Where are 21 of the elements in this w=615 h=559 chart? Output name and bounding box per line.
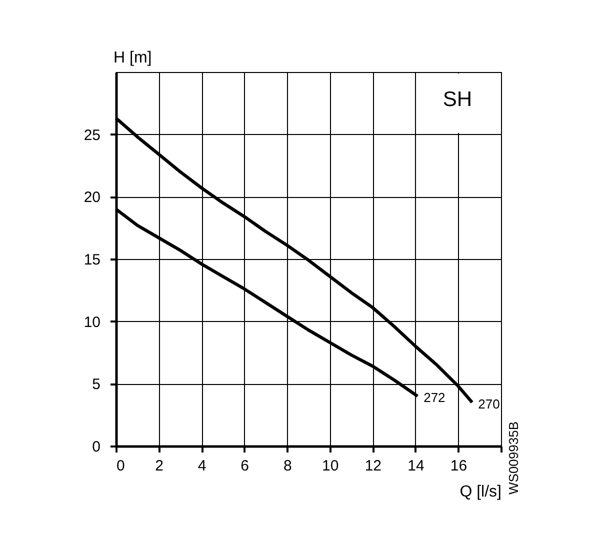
- x-tick-label: 2: [155, 458, 164, 474]
- y-tick-label: 10: [84, 314, 100, 331]
- x-tick-label: 14: [408, 458, 424, 474]
- y-tick-label: 20: [84, 189, 100, 206]
- x-axis-title: Q [l/s]: [460, 484, 502, 500]
- x-tick-label: 10: [322, 458, 339, 474]
- x-tick-label: 8: [283, 458, 292, 474]
- y-tick-label: 0: [92, 438, 100, 456]
- text: SH: [442, 88, 472, 111]
- x-tick-label: 4: [198, 458, 206, 474]
- x-tick-label: 12: [364, 458, 382, 474]
- series-label: 272: [424, 390, 446, 406]
- y-tick-label: 5: [92, 376, 100, 394]
- x-tick-label: 16: [450, 458, 468, 474]
- series-label: 270: [478, 396, 500, 412]
- text: WS009935B: [506, 422, 521, 494]
- y-tick-label: 15: [84, 252, 100, 268]
- x-tick-label: 6: [240, 458, 250, 474]
- y-axis-title: H [m]: [114, 50, 152, 66]
- y-tick-label: 25: [84, 126, 100, 144]
- x-tick-label: 0: [116, 458, 125, 474]
